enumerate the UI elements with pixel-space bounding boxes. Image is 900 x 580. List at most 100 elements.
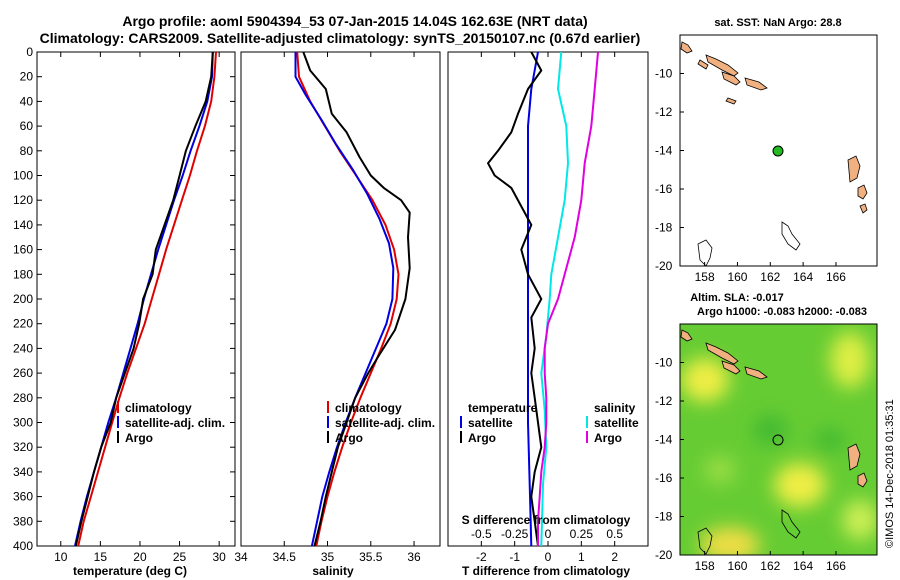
map-x-tick-label: 164 xyxy=(793,270,813,284)
island xyxy=(705,342,739,365)
temperature-panel: 0 20 40 60 80 100 120 140 160 180 200 220 240 260 280 3… xyxy=(13,45,236,564)
y-tick-label: 280 xyxy=(13,391,33,405)
y-tick-label: 380 xyxy=(13,514,33,528)
argo-location-marker xyxy=(772,145,784,157)
y-tick-label: 120 xyxy=(13,193,33,207)
y-tick-label: 80 xyxy=(20,144,34,158)
sst-map-title: sat. SST: NaN Argo: 28.8 xyxy=(714,17,841,29)
island xyxy=(857,184,868,200)
credit-text: ©IMOS 14-Dec-2018 01:35:31 xyxy=(884,399,896,548)
map-x-tick-label: 158 xyxy=(695,559,715,573)
island xyxy=(859,203,868,214)
x-tick-label: 1 xyxy=(578,550,585,564)
map-y-tick-label: -20 xyxy=(655,259,673,273)
x-tick-label: -2 xyxy=(476,550,487,564)
y-tick-label: 100 xyxy=(13,169,33,183)
x-tick-label: 10 xyxy=(54,550,68,564)
x-tick-label: 25 xyxy=(173,550,187,564)
sla-high-blob xyxy=(700,527,760,555)
map-x-tick-label: 166 xyxy=(826,270,846,284)
legend-s-satellite: satellite xyxy=(594,416,639,430)
map-y-tick-label: -20 xyxy=(655,548,673,562)
x-tick-label: 34.5 xyxy=(273,550,297,564)
s-tick-label: 0.5 xyxy=(606,527,623,541)
legend-temperature-title: temperature xyxy=(468,401,538,415)
x-tick-label: 15 xyxy=(94,550,108,564)
y-tick-label: 400 xyxy=(13,539,33,553)
y-tick-label: 20 xyxy=(20,70,34,84)
reef-outline xyxy=(781,221,801,251)
series-line-s-argo xyxy=(537,51,599,546)
sla-map-subtitle: Argo h1000: -0.083 h2000: -0.083 xyxy=(697,306,867,318)
y-tick-label: 220 xyxy=(13,317,33,331)
y-tick-label: 0 xyxy=(26,45,33,59)
y-tick-label: 140 xyxy=(13,218,33,232)
y-tick-label: 200 xyxy=(13,292,33,306)
salinity-panel: 34 34.5 35 35.5 36 xyxy=(234,51,441,564)
sla-mid-blob xyxy=(704,456,736,484)
legend-satellite-adj: satellite-adj. clim. xyxy=(335,416,435,430)
x-tick-label: 34 xyxy=(234,550,248,564)
island xyxy=(744,77,768,91)
sla-field xyxy=(680,324,877,555)
x-tick-label: -1 xyxy=(509,550,520,564)
y-tick-label: 300 xyxy=(13,416,33,430)
legend-satellite-adj: satellite-adj. clim. xyxy=(125,416,225,430)
y-tick-label: 40 xyxy=(20,94,34,108)
island xyxy=(725,97,737,105)
y-tick-label: 60 xyxy=(20,119,34,133)
s-tick-label: -0.25 xyxy=(501,527,529,541)
figure-title-line2: Climatology: CARS2009. Satellite-adjuste… xyxy=(40,30,641,46)
island xyxy=(847,155,861,183)
figure-title-line1: Argo profile: aoml 5904394_53 07-Jan-201… xyxy=(122,13,587,29)
map-y-tick-label: -16 xyxy=(655,182,673,196)
map-y-tick-label: -10 xyxy=(655,356,673,370)
legend-climatology: climatology xyxy=(335,401,402,415)
y-tick-label: 240 xyxy=(13,341,33,355)
reef-outline xyxy=(697,239,713,267)
x-tick-label: 20 xyxy=(133,550,147,564)
map-x-tick-label: 164 xyxy=(793,559,813,573)
x-tick-label: 0 xyxy=(545,550,552,564)
island xyxy=(697,59,709,70)
island xyxy=(721,360,741,375)
legend-salinity-title: salinity xyxy=(594,401,636,415)
sla-map-title: Altim. SLA: -0.017 xyxy=(690,292,784,304)
y-tick-label: 360 xyxy=(13,490,33,504)
map-x-tick-label: 160 xyxy=(727,270,747,284)
y-tick-label: 260 xyxy=(13,366,33,380)
temperature-legend: climatology satellite-adj. clim. Argo xyxy=(117,401,225,445)
t-difference-x-label: T difference from climatology xyxy=(462,564,630,578)
difference-panel: -2 -1 0 1 2 -0.5 -0.25 0 0.25 0.5 xyxy=(447,51,649,564)
series-line-argo xyxy=(74,51,214,547)
island xyxy=(847,443,861,471)
map-x-tick-label: 166 xyxy=(826,559,846,573)
series-line-t-satellite xyxy=(527,51,539,547)
s-difference-label: S difference from climatology xyxy=(462,513,631,527)
y-tick-label: 160 xyxy=(13,243,33,257)
salinity-x-label: salinity xyxy=(312,564,354,578)
map-y-tick-label: -14 xyxy=(655,144,673,158)
map-y-tick-label: -10 xyxy=(655,67,673,81)
s-tick-label: 0 xyxy=(545,527,552,541)
x-tick-label: 36 xyxy=(407,550,421,564)
sla-high-blob xyxy=(830,332,870,388)
sla-low-blob xyxy=(752,414,788,446)
x-tick-label: 35.5 xyxy=(359,550,383,564)
s-tick-label: -0.5 xyxy=(471,527,492,541)
legend-t-argo: Argo xyxy=(468,431,496,445)
series-line-satellite-adj-clim- xyxy=(294,52,395,547)
island xyxy=(680,41,693,54)
series-line-climatology xyxy=(77,51,217,547)
island xyxy=(857,472,868,488)
map-y-tick-label: -14 xyxy=(655,433,673,447)
sla-high-blob xyxy=(842,500,877,540)
series-line-t-argo xyxy=(487,51,543,547)
map-y-tick-label: -18 xyxy=(655,510,673,524)
x-tick-label: 35 xyxy=(321,550,335,564)
sla-low-blob xyxy=(814,428,846,452)
legend-s-argo: Argo xyxy=(594,431,622,445)
island xyxy=(721,71,741,86)
y-tick-label: 340 xyxy=(13,465,33,479)
